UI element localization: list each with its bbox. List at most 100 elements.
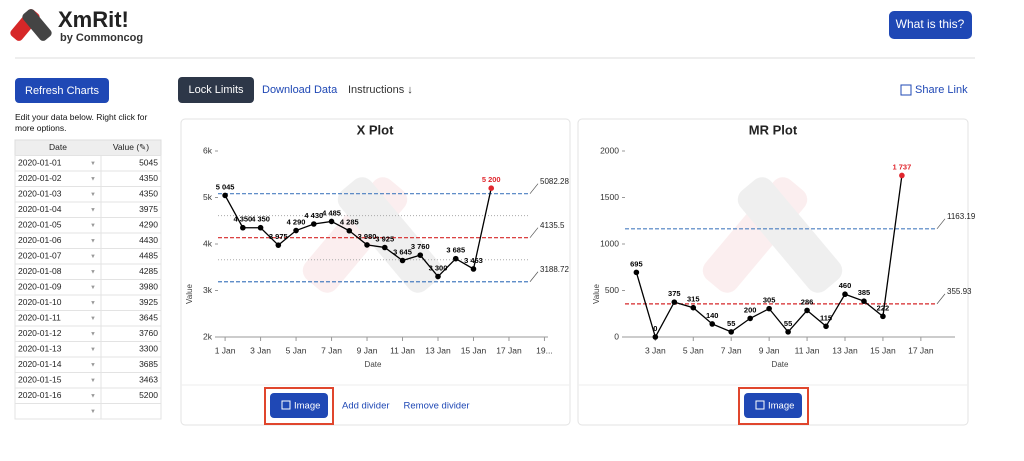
limit-leader <box>936 218 946 230</box>
instructions-link[interactable]: Instructions ↓ <box>348 84 413 96</box>
y-axis-label: Value <box>185 284 194 304</box>
y-axis-label: Value <box>592 284 601 304</box>
chart-title: X Plot <box>357 122 395 137</box>
logo-icon <box>10 9 52 41</box>
hint: Edit your data below. Right click for mo… <box>15 112 148 133</box>
x-tick-label: 9 Jan <box>357 345 378 355</box>
hint-box: Edit your data below. Right click for mo… <box>15 112 148 133</box>
limit-label: 1163.19 <box>947 212 976 221</box>
x-tick-label: 13 Jan <box>425 345 451 355</box>
y-tick-label: 6k <box>203 145 213 155</box>
logo: XmRit! <box>58 7 129 32</box>
highlight <box>738 387 809 425</box>
chart-title: MR Plot <box>749 122 798 137</box>
dropdown-arrow: ▼ <box>90 254 96 260</box>
data-label: 200 <box>744 305 757 314</box>
date-cell: 2020-01-08 <box>18 266 62 276</box>
data-point <box>328 218 335 225</box>
share-link[interactable]: Share Link <box>915 84 968 96</box>
data-label: 0 <box>653 324 657 333</box>
date-cell: 2020-01-07 <box>18 251 62 261</box>
date-cell: 2020-01-03 <box>18 189 62 199</box>
data-point <box>633 269 640 276</box>
data-label: 1 737 <box>893 162 912 171</box>
data-point <box>240 224 246 231</box>
image-button-label: Image <box>294 401 320 412</box>
limit-label: 3188.72 <box>540 265 569 274</box>
data-label: 3 760 <box>411 242 430 251</box>
data-label: 3 925 <box>375 234 394 243</box>
x-tick-label: 19... <box>536 345 553 355</box>
limit-label: 5082.28 <box>540 177 569 186</box>
y-tick-label: 500 <box>605 285 619 295</box>
value-cell: 4290 <box>139 220 158 230</box>
lock-label: Lock Limits <box>188 84 244 96</box>
y-tick-label: 5k <box>203 192 213 202</box>
data-point <box>364 242 370 248</box>
lock-button[interactable] <box>178 77 254 103</box>
help-button-label: What is this? <box>896 17 965 31</box>
x-tick-label: 11 Jan <box>795 345 820 355</box>
data-label: 4 485 <box>322 208 341 217</box>
data-point <box>766 305 772 312</box>
x-tick-label: 5 Jan <box>683 345 704 355</box>
data-label: 286 <box>801 297 814 306</box>
dropdown-arrow: ▼ <box>90 378 96 384</box>
refresh-label: Refresh Charts <box>25 85 99 97</box>
highlight <box>264 387 334 425</box>
value-cell: 3300 <box>139 344 158 354</box>
date-cell: 2020-01-01 <box>18 158 62 168</box>
data-point <box>257 224 264 231</box>
x-tick-label: 15 Jan <box>461 345 487 355</box>
date-cell: 2020-01-02 <box>18 173 62 183</box>
value-cell: 5200 <box>139 390 158 400</box>
data-point <box>861 298 867 304</box>
x-axis-label: Date <box>365 360 382 369</box>
refresh-button[interactable] <box>15 78 109 103</box>
value-cell: 3975 <box>139 204 158 214</box>
help-button[interactable] <box>889 11 972 39</box>
date-cell: 2020-01-16 <box>18 390 62 400</box>
data-label: 3 645 <box>393 247 412 256</box>
data-label: 140 <box>706 311 719 320</box>
x-tick-label: 3 Jan <box>250 345 271 355</box>
x-tick-label: 7 Jan <box>721 345 742 355</box>
data-point <box>652 334 659 340</box>
data-point <box>709 321 716 327</box>
download-link[interactable]: Download Data <box>262 84 338 96</box>
x-tick-label: 7 Jan <box>321 345 342 355</box>
link-button[interactable]: Add divider <box>342 401 390 412</box>
limit-label: 4135.5 <box>540 221 565 230</box>
column-header: Date <box>49 142 67 152</box>
dropdown-arrow: ▼ <box>90 238 96 244</box>
x-tick-label: 17 Jan <box>496 345 522 355</box>
date-cell: 2020-01-13 <box>18 344 62 354</box>
data-label: 5 045 <box>216 182 235 191</box>
data-point <box>346 227 353 234</box>
y-tick-label: 4k <box>203 238 213 248</box>
y-tick-label: 2k <box>203 331 213 341</box>
data-label: 305 <box>763 296 776 305</box>
data-label: 460 <box>839 281 852 290</box>
data-point <box>785 329 791 335</box>
image-button[interactable] <box>744 393 802 418</box>
data-label: 4 350 <box>233 215 252 224</box>
series-line <box>224 188 492 278</box>
value-cell: 3645 <box>139 313 158 323</box>
data-point <box>823 323 829 330</box>
data-label: 55 <box>784 319 792 328</box>
dropdown-arrow: ▼ <box>90 192 96 198</box>
data-label: 695 <box>630 259 643 268</box>
dropdown-arrow: ▼ <box>90 176 96 182</box>
date-cell: 2020-01-14 <box>18 359 62 369</box>
dropdown-arrow: ▼ <box>90 362 96 368</box>
value-cell: 4485 <box>139 251 158 261</box>
date-cell: 2020-01-11 <box>18 313 61 323</box>
y-tick-label: 1500 <box>600 192 619 202</box>
data-label: 4 350 <box>251 215 270 224</box>
image-button[interactable] <box>270 393 328 418</box>
data-point <box>222 192 228 199</box>
link-button[interactable]: Remove divider <box>404 401 470 412</box>
data-label: 222 <box>877 303 890 312</box>
